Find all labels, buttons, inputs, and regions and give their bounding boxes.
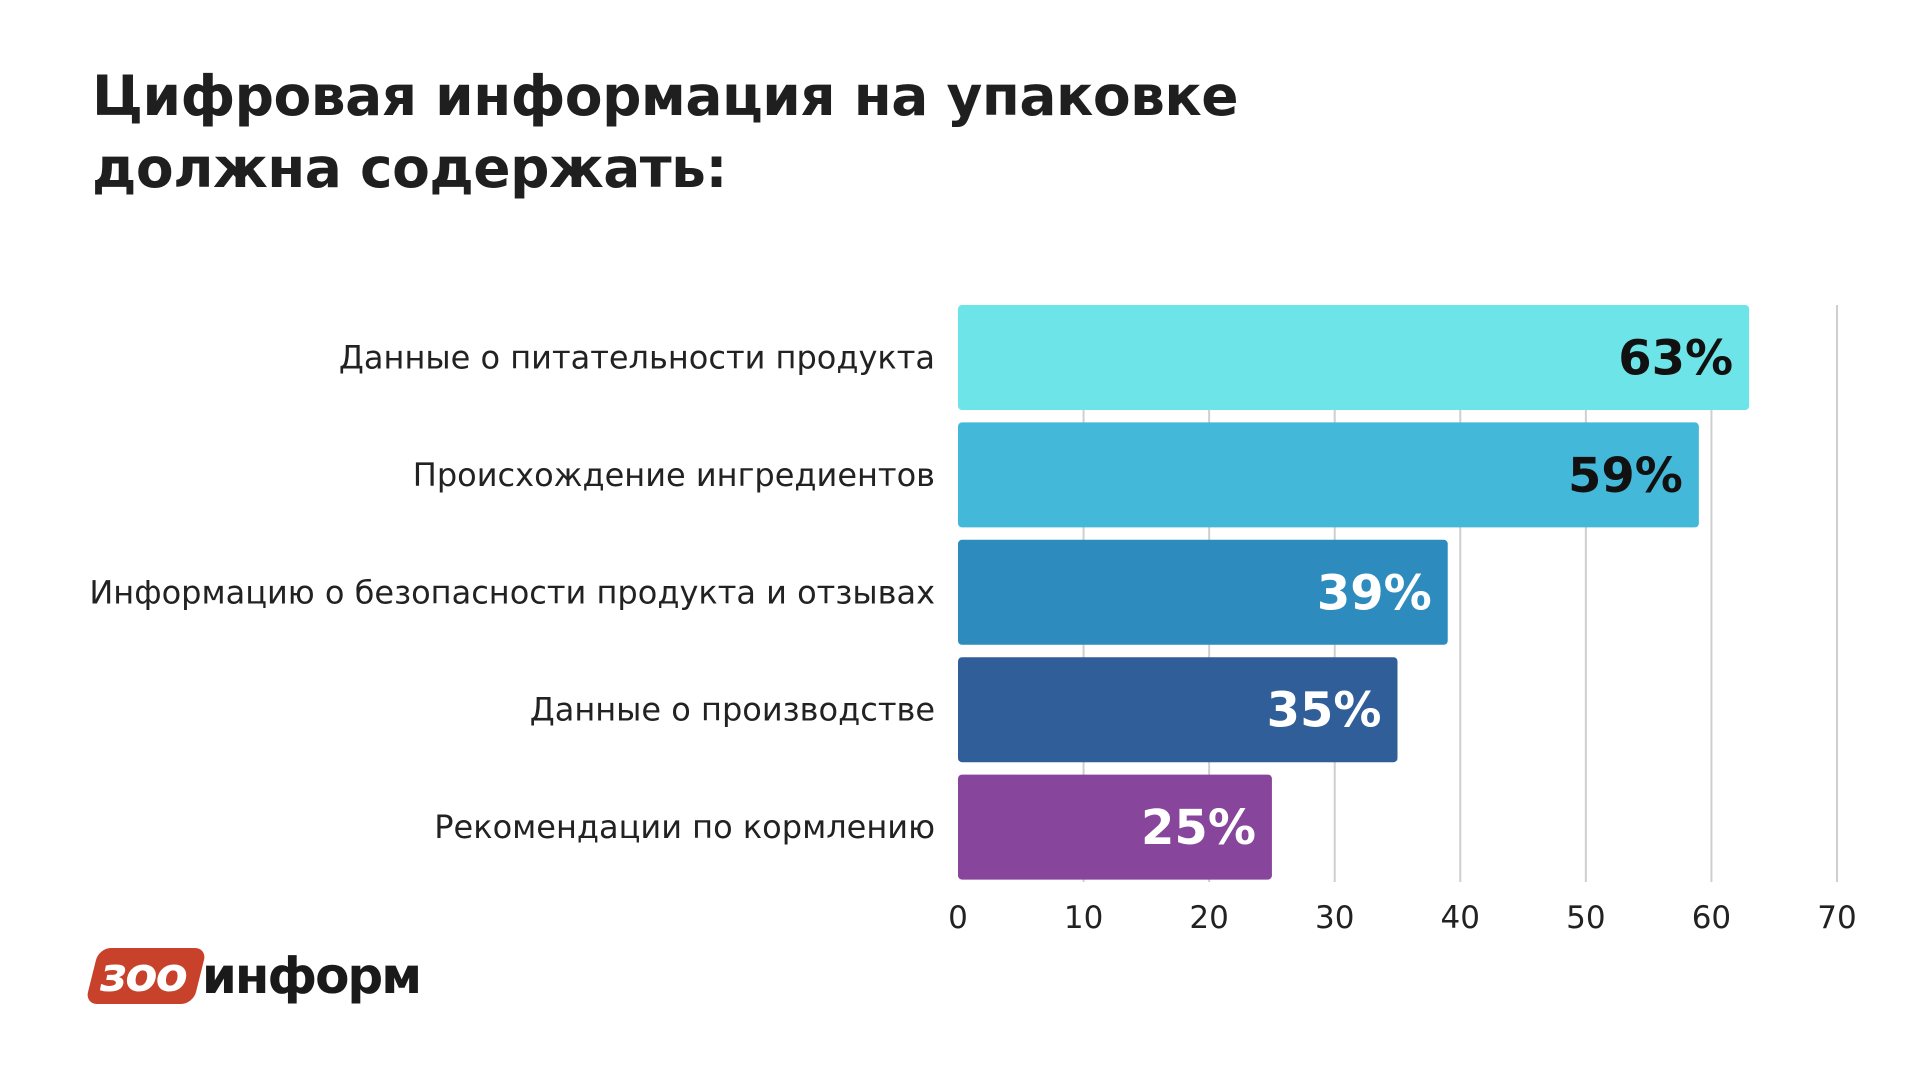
- bar: [958, 539, 1448, 645]
- bar-value-label: 39%: [1317, 565, 1432, 621]
- category-labels: Данные о питательности продукта Происхожд…: [89, 339, 935, 847]
- bar: [958, 657, 1398, 763]
- category-label: Рекомендации по кормлению: [434, 808, 935, 846]
- bar-value-label: 25%: [1141, 800, 1256, 856]
- page-title: Цифровая информация на упаковке должна с…: [92, 60, 1239, 204]
- x-tick-label: 10: [1064, 900, 1103, 936]
- bar: [958, 774, 1272, 880]
- category-label: Происхождение ингредиентов: [413, 456, 935, 494]
- bars: 63% 59% 39% 35% 25%: [958, 305, 1750, 880]
- bar-value-label: 35%: [1267, 683, 1382, 739]
- logo-wordmark: информ: [201, 947, 422, 1005]
- title-line-1: Цифровая информация на упаковке: [92, 64, 1239, 128]
- x-tick-label: 40: [1441, 900, 1480, 936]
- bar: [958, 422, 1699, 528]
- x-tick-label: 30: [1315, 900, 1354, 936]
- x-tick-label: 60: [1692, 900, 1731, 936]
- x-tick-label: 50: [1566, 900, 1605, 936]
- category-label: Информацию о безопасности продукта и отз…: [89, 573, 935, 611]
- category-label: Данные о питательности продукта: [339, 339, 935, 377]
- category-label: Данные о производстве: [530, 691, 935, 729]
- logo-badge: зоо: [85, 948, 207, 1004]
- bar-value-label: 63%: [1618, 331, 1733, 387]
- x-tick-label: 0: [948, 900, 968, 936]
- x-tick-label: 70: [1817, 900, 1856, 936]
- bar-value-label: 59%: [1568, 448, 1683, 504]
- x-axis-ticks: 0 10 20 30 40 50 60 70: [948, 900, 1857, 936]
- logo-badge-text: зоо: [100, 948, 186, 1003]
- title-line-2: должна содержать:: [92, 136, 727, 200]
- bar: [958, 305, 1750, 410]
- x-tick-label: 20: [1189, 900, 1228, 936]
- zooinform-logo: зоо информ: [85, 944, 422, 1008]
